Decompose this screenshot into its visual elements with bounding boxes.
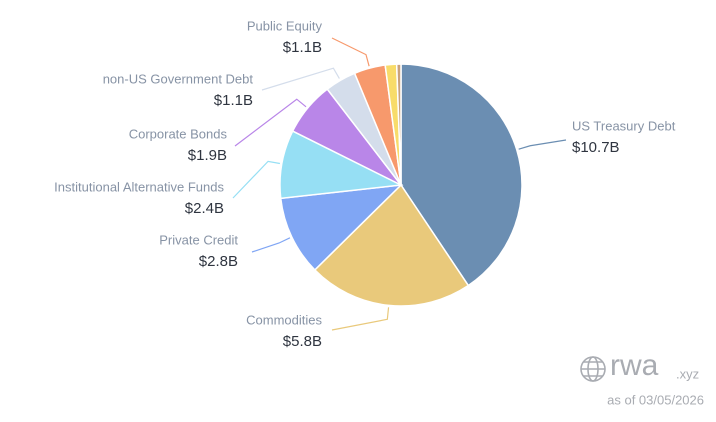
pie-slice bbox=[313, 183, 470, 307]
leader-line bbox=[261, 67, 340, 91]
slice-label: Commodities bbox=[246, 312, 322, 327]
value-label: $1.1B bbox=[214, 92, 253, 109]
slice-label: Institutional Alternative Funds bbox=[54, 179, 224, 194]
slice-label: Corporate Bonds bbox=[129, 126, 228, 141]
slice-label: Public Equity bbox=[247, 18, 323, 33]
logo bbox=[580, 356, 606, 382]
leader-line bbox=[234, 98, 307, 147]
value-label: $10.7B bbox=[572, 139, 620, 156]
value-label: $2.8B bbox=[199, 253, 238, 270]
slice-label: US Treasury Debt bbox=[572, 118, 676, 133]
leader-line bbox=[232, 160, 281, 199]
watermark-suffix: .xyz bbox=[676, 366, 699, 381]
pie-slice bbox=[395, 63, 402, 186]
note: as of 03/05/2026 bbox=[607, 392, 704, 407]
leader-line bbox=[331, 307, 390, 331]
pie-slice bbox=[279, 184, 404, 271]
leader-line bbox=[518, 139, 567, 150]
value-label: $1.9B bbox=[188, 147, 227, 164]
value-label: $2.4B bbox=[185, 200, 224, 217]
slice-label: Private Credit bbox=[159, 232, 238, 247]
value-label: $5.8B bbox=[283, 333, 322, 350]
value-label: $1.1B bbox=[283, 39, 322, 56]
leader-line bbox=[331, 37, 370, 67]
leader-line bbox=[251, 237, 291, 253]
slice-label: non-US Government Debt bbox=[103, 71, 254, 86]
watermark: rwa bbox=[610, 349, 659, 382]
